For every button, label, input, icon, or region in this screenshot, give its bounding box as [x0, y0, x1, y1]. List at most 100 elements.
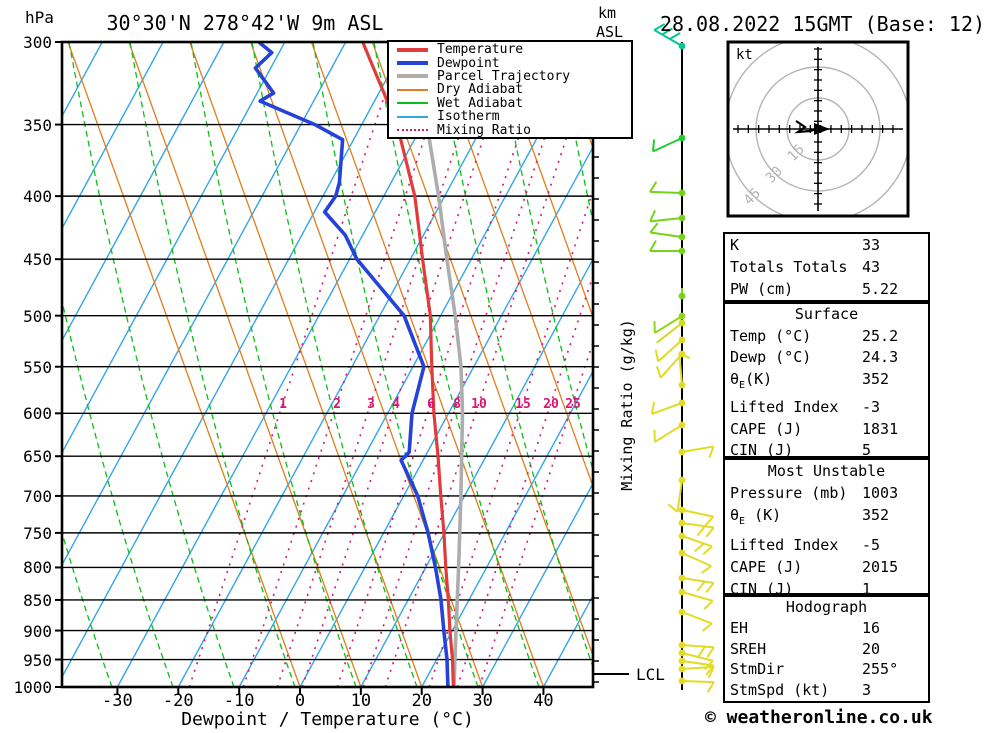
wind-barb — [667, 476, 686, 513]
table-row-value: 3 — [862, 681, 872, 700]
wet-adiabat-line — [190, 42, 357, 687]
station-title: 30°30'N 278°42'W 9m ASL — [106, 11, 384, 35]
x-axis-title: Dewpoint / Temperature (°C) — [181, 709, 474, 730]
table-row-label: θE(K) — [730, 370, 773, 392]
dry-adiabat-line — [371, 42, 593, 658]
pressure-tick-label: 350 — [23, 115, 52, 135]
wet-adiabat-line — [62, 530, 113, 687]
pressure-tick-label: 300 — [23, 33, 52, 52]
pressure-tick-label: 950 — [23, 650, 52, 670]
pressure-tick-label: 550 — [23, 357, 52, 377]
isotherm-line — [421, 369, 593, 687]
legend-item: Parcel Trajectory — [397, 70, 631, 83]
dry-adiabat-line — [67, 42, 301, 687]
table-row: Pressure (mb) 1003 — [725, 482, 928, 504]
series-parcel-trajectory — [410, 42, 465, 687]
legend-swatch-mixing-ratio — [397, 129, 428, 132]
table-row-label: StmSpd (kt) — [730, 681, 830, 700]
table-title: Most Unstable — [767, 462, 886, 480]
table-row: CAPE (J) 1831 — [725, 419, 928, 441]
mixing-ratio-line — [362, 42, 577, 687]
table-row-label: Dewp (°C) — [730, 348, 812, 367]
wind-barb — [678, 519, 715, 538]
pressure-tick-label: 450 — [23, 250, 52, 270]
mixing-ratio-line — [478, 339, 593, 687]
asl-axis-label: ASL — [596, 23, 624, 41]
mixing-ratio-value-label: 25 — [565, 397, 581, 412]
table-row-value: 2015 — [862, 557, 899, 576]
table-row-label: K — [730, 236, 740, 254]
stats-table-most-unstable: Most Unstable Pressure (mb) 1003 θE (K) 352 L… — [723, 458, 930, 598]
wet-adiabat-line — [68, 42, 235, 687]
wind-barb — [678, 641, 715, 658]
legend-label: Isotherm — [437, 109, 500, 125]
date-title: 28.08.2022 15GMT (Base: 12) — [659, 12, 986, 36]
mixing-ratio-value-label: 2 — [333, 397, 341, 412]
table-row-value: 33 — [862, 236, 881, 254]
table-row: Lifted Index -3 — [725, 397, 928, 419]
stats-table-surface: Surface Temp (°C) 25.2 Dewp (°C) 24.3 θE(K) 35… — [723, 302, 930, 459]
wet-adiabat-line — [312, 42, 479, 687]
legend-item: Dewpoint — [397, 56, 631, 70]
temp-tick-label: -10 — [223, 691, 255, 711]
legend-swatch-dry-adiabat — [397, 88, 428, 91]
wind-barb — [678, 588, 714, 610]
table-row-value: 5 — [862, 441, 872, 460]
legend-item: Isotherm — [397, 110, 631, 123]
wind-barb — [650, 399, 686, 415]
mixing-ratio-line — [188, 42, 403, 687]
plot-border — [60, 40, 595, 689]
mixing-ratio-value-label: 15 — [515, 397, 531, 412]
table-row: Lifted Index -5 — [725, 534, 928, 556]
wind-barb — [678, 665, 715, 678]
temp-tick-label: 30 — [472, 691, 493, 711]
table-row-value: 1 — [862, 579, 872, 598]
pressure-tick-label: 650 — [23, 447, 52, 467]
table-row: θE(K) 352 — [725, 369, 928, 397]
table-row-label: Lifted Index — [730, 397, 839, 416]
legend-label: Dry Adiabat — [437, 82, 524, 98]
plot-area: 1 2 3 4 6 8 10 15 20 25 — [62, 42, 593, 687]
table-row-label: CAPE (J) — [730, 557, 803, 576]
mixing-ratio-line — [242, 42, 457, 687]
legend-swatch-dewpoint — [397, 61, 428, 66]
temp-tick-label: -20 — [162, 691, 194, 711]
km-axis-label: km — [598, 4, 617, 22]
dry-adiabat-line — [189, 42, 423, 687]
wind-barb — [653, 421, 686, 443]
wind-barb — [678, 677, 715, 693]
legend-label: Wet Adiabat — [437, 95, 524, 111]
dry-adiabat-line — [432, 42, 593, 489]
table-row: Dewp (°C) 24.3 — [725, 347, 928, 369]
temp-tick-label: -30 — [102, 691, 133, 711]
legend-item: Mixing Ratio — [397, 123, 631, 137]
wind-barb — [656, 319, 686, 344]
series-dewpoint — [253, 42, 450, 687]
mixing-ratio-value-label: 6 — [427, 397, 435, 412]
table-row-value: 352 — [862, 506, 890, 525]
table-row-label: CIN (J) — [730, 579, 794, 598]
wind-barb — [649, 181, 686, 197]
table-row: Totals Totals 43 — [725, 256, 928, 278]
legend-label: Temperature — [437, 42, 524, 58]
table-row-value: 255° — [862, 660, 899, 679]
isotherm-line — [62, 42, 286, 455]
wet-adiabat-line — [129, 42, 296, 687]
hodograph-unit-label: kt — [736, 47, 753, 63]
pressure-tick-label: 700 — [23, 486, 52, 506]
wet-adiabat-line — [62, 298, 174, 687]
table-title: Hodograph — [785, 598, 868, 616]
wind-barb — [654, 336, 686, 363]
legend-item: Wet Adiabat — [397, 97, 631, 110]
mixing-ratio-axis-label: Mixing Ratio (g/kg) — [618, 319, 636, 491]
isotherm-line — [116, 42, 469, 687]
table-row-value: 25.2 — [862, 326, 899, 345]
table-row: EH 16 — [725, 618, 928, 639]
wind-barb — [678, 445, 715, 459]
stats-table-hodograph: Hodograph EH 16 SREH 20 StmDir 255° StmSpd (kt)… — [723, 595, 930, 703]
table-row-label: CIN (J) — [730, 441, 794, 460]
isotherm-line — [62, 42, 164, 230]
